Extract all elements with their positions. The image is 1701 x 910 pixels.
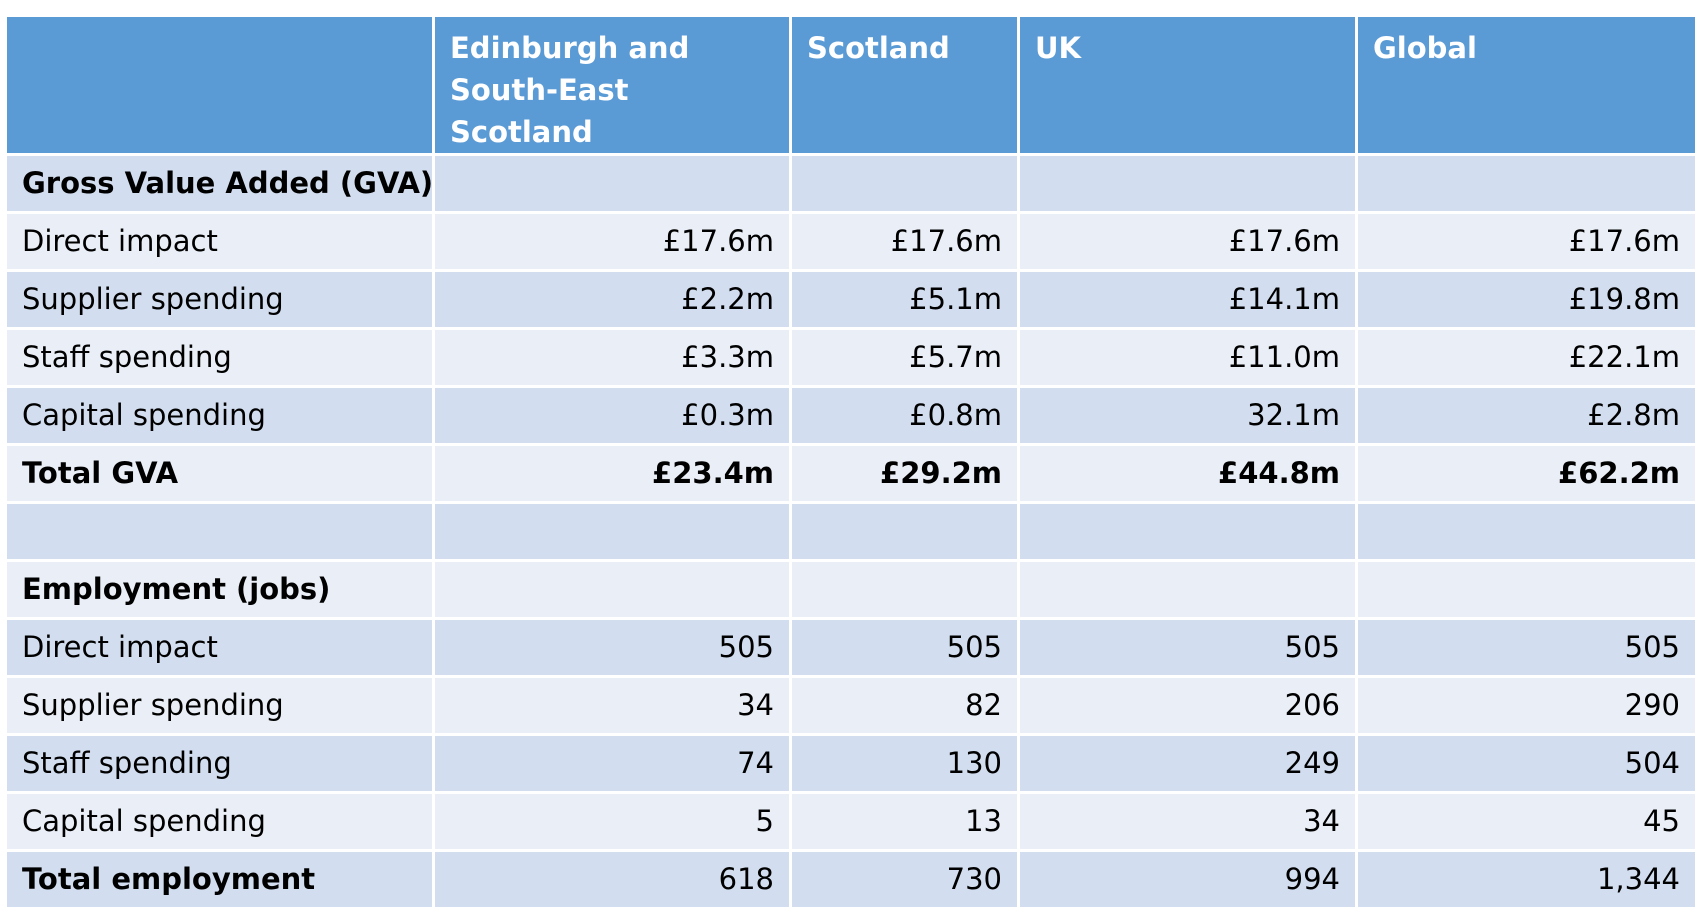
row-label: Staff spending [4,733,435,794]
value-cell: 290 [1355,675,1698,736]
row-label: Supplier spending [4,675,435,736]
value-cell: £11.0m [1017,327,1358,388]
empty-cell [1355,501,1698,562]
row-label: Capital spending [4,385,435,446]
header-cell-global: Global [1355,14,1698,156]
total-value-cell: 618 [432,849,792,910]
header-cell-edinburgh: Edinburgh and South-East Scotland [432,14,792,156]
value-cell: £22.1m [1355,327,1698,388]
table-row: Direct impact £17.6m £17.6m £17.6m £17.6… [4,211,1698,272]
value-cell: £19.8m [1355,269,1698,330]
empty-cell [1017,153,1358,214]
value-cell: 45 [1355,791,1698,852]
empty-cell [1355,559,1698,620]
value-cell: £17.6m [432,211,792,272]
value-cell: 34 [432,675,792,736]
empty-cell [789,559,1020,620]
value-cell: £3.3m [432,327,792,388]
section-heading-employment: Employment (jobs) [4,559,435,620]
total-value-cell: 730 [789,849,1020,910]
total-value-cell: £44.8m [1017,443,1358,504]
total-value-cell: £23.4m [432,443,792,504]
row-label: Capital spending [4,791,435,852]
value-cell: 130 [789,733,1020,794]
value-cell: £5.7m [789,327,1020,388]
value-cell: 505 [432,617,792,678]
header-cell-uk: UK [1017,14,1358,156]
row-label: Supplier spending [4,269,435,330]
row-label: Staff spending [4,327,435,388]
total-row-gva: Total GVA £23.4m £29.2m £44.8m £62.2m [4,443,1698,504]
table-row: Staff spending £3.3m £5.7m £11.0m £22.1m [4,327,1698,388]
row-label: Direct impact [4,617,435,678]
spacer-row [4,501,1698,562]
table-row: Supplier spending 34 82 206 290 [4,675,1698,736]
value-cell: £17.6m [789,211,1020,272]
total-value-cell: £29.2m [789,443,1020,504]
section-heading-row: Employment (jobs) [4,559,1698,620]
value-cell: 74 [432,733,792,794]
total-value-cell: £62.2m [1355,443,1698,504]
empty-cell [789,501,1020,562]
section-heading-gva: Gross Value Added (GVA) [4,153,435,214]
empty-cell [1017,501,1358,562]
empty-cell [789,153,1020,214]
empty-cell [432,153,792,214]
value-cell: £17.6m [1017,211,1358,272]
economic-impact-table: Edinburgh and South-East Scotland Scotla… [4,14,1698,910]
header-cell-blank [4,14,435,156]
header-cell-scotland: Scotland [789,14,1020,156]
value-cell: £5.1m [789,269,1020,330]
empty-cell [432,559,792,620]
row-label: Total GVA [4,443,435,504]
value-cell: £0.3m [432,385,792,446]
value-cell: 249 [1017,733,1358,794]
table-row: Direct impact 505 505 505 505 [4,617,1698,678]
table-row: Capital spending 5 13 34 45 [4,791,1698,852]
total-value-cell: 1,344 [1355,849,1698,910]
value-cell: £0.8m [789,385,1020,446]
value-cell: 34 [1017,791,1358,852]
value-cell: 13 [789,791,1020,852]
value-cell: 504 [1355,733,1698,794]
value-cell: 505 [789,617,1020,678]
value-cell: £14.1m [1017,269,1358,330]
empty-cell [432,501,792,562]
value-cell: 505 [1355,617,1698,678]
row-label: Total employment [4,849,435,910]
value-cell: 5 [432,791,792,852]
header-row: Edinburgh and South-East Scotland Scotla… [4,14,1698,156]
value-cell: 32.1m [1017,385,1358,446]
value-cell: 82 [789,675,1020,736]
empty-cell [1017,559,1358,620]
value-cell: £17.6m [1355,211,1698,272]
empty-cell [4,501,435,562]
empty-cell [1355,153,1698,214]
table-row: Capital spending £0.3m £0.8m 32.1m £2.8m [4,385,1698,446]
section-heading-row: Gross Value Added (GVA) [4,153,1698,214]
row-label: Direct impact [4,211,435,272]
value-cell: £2.8m [1355,385,1698,446]
total-value-cell: 994 [1017,849,1358,910]
table-row: Supplier spending £2.2m £5.1m £14.1m £19… [4,269,1698,330]
table-row: Staff spending 74 130 249 504 [4,733,1698,794]
value-cell: £2.2m [432,269,792,330]
total-row-employment: Total employment 618 730 994 1,344 [4,849,1698,910]
value-cell: 505 [1017,617,1358,678]
value-cell: 206 [1017,675,1358,736]
